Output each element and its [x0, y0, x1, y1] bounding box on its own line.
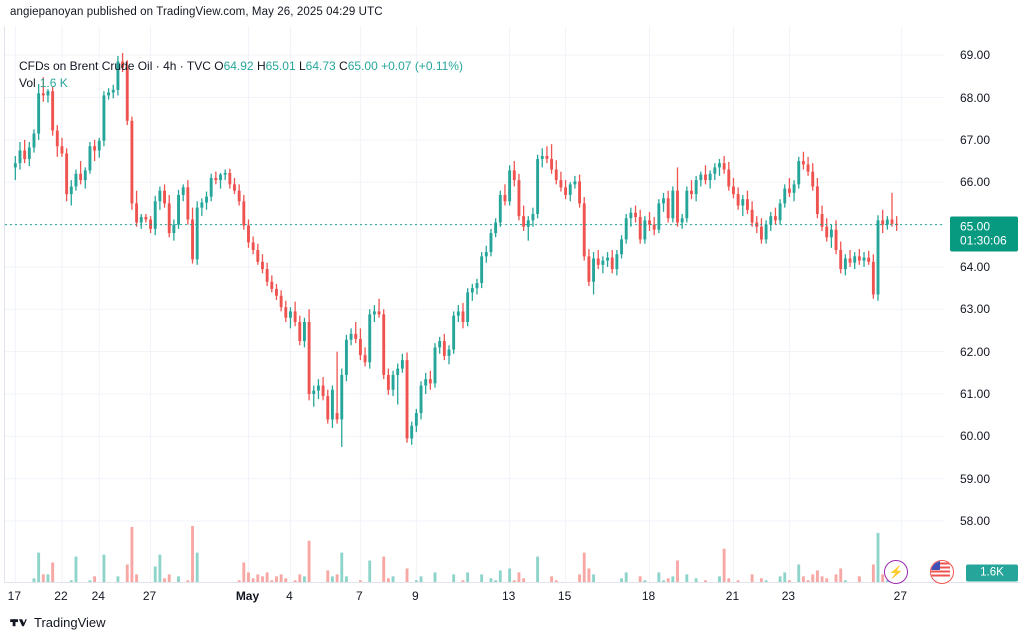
price-tick: 59.00 — [960, 471, 991, 486]
price-tick: 58.00 — [960, 514, 991, 529]
time-tick: May — [235, 589, 260, 603]
candlestick-svg — [5, 26, 945, 582]
price-tick: 68.00 — [960, 90, 991, 105]
gridlines — [5, 26, 945, 582]
candles — [13, 53, 899, 447]
flash-icon[interactable]: ⚡ — [884, 560, 908, 584]
price-tick: 69.00 — [960, 48, 991, 63]
price-scale[interactable]: 69.00 68.00 67.00 66.00 64.00 63.00 62.00 61.00… — [945, 26, 1022, 582]
time-tick: 21 — [725, 589, 740, 603]
price-tick: 64.00 — [960, 259, 991, 274]
price-tick: 61.00 — [960, 387, 991, 401]
bar-countdown: 01:30:06 — [960, 233, 1007, 248]
time-tick: 13 — [501, 589, 516, 603]
price-tick: 62.00 — [960, 344, 991, 359]
flash-glyph: ⚡ — [888, 565, 904, 579]
time-tick: 27 — [142, 589, 157, 603]
us-flag-svg — [931, 561, 950, 580]
price-tick: 60.00 — [960, 429, 991, 444]
chart-frame: CFDs on Brent Crude Oil · 4h · TVC O64.9… — [4, 26, 1022, 584]
time-tick: 22 — [54, 589, 68, 603]
price-tick: 66.00 — [960, 175, 991, 190]
time-tick: 17 — [7, 589, 22, 603]
price-tick: 67.00 — [960, 132, 991, 147]
chart-pane[interactable] — [5, 26, 945, 582]
us-flag-icon[interactable] — [930, 560, 954, 584]
price-tick: 63.00 — [960, 302, 991, 317]
volume-bars — [32, 525, 894, 582]
tradingview-logo-bar: TradingView — [10, 615, 106, 630]
time-tick: 15 — [557, 589, 572, 603]
volume-value-badge[interactable]: 1.6K — [966, 564, 1018, 582]
time-tick: 18 — [641, 589, 656, 603]
time-tick: 24 — [91, 589, 105, 603]
current-price-badge[interactable]: 65.00 01:30:06 — [950, 216, 1018, 252]
time-tick: 27 — [893, 589, 908, 603]
tradingview-brand: TradingView — [34, 615, 106, 630]
time-tick: 7 — [356, 589, 363, 603]
time-tick: 4 — [286, 589, 293, 603]
time-scale[interactable]: 17 22 24 27 May 4 7 9 13 15 18 21 23 27 — [4, 582, 1020, 608]
time-tick: 9 — [412, 589, 419, 603]
publish-attribution: angiepanoyan published on TradingView.co… — [10, 6, 383, 18]
time-tick: 23 — [781, 589, 796, 603]
tradingview-logo-icon — [10, 619, 27, 627]
current-price-value: 65.00 — [960, 219, 991, 234]
